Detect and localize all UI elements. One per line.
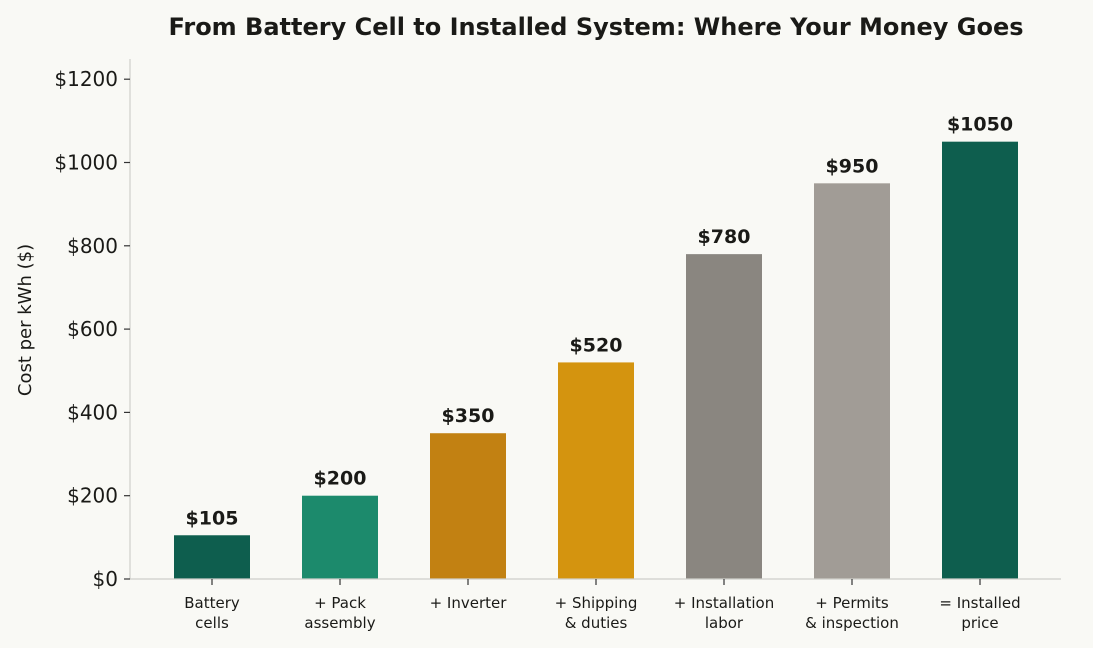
bar-value-label: $1050 (947, 114, 1013, 136)
chart-title: From Battery Cell to Installed System: W… (169, 13, 1024, 41)
bar-value-label: $105 (186, 507, 239, 529)
x-tick-label: = Installed price (939, 594, 1020, 632)
x-tick-label-line: & inspection (805, 614, 899, 632)
y-axis-label: Cost per kWh ($) (15, 244, 36, 396)
x-tick-label-line: labor (705, 614, 744, 632)
y-tick-label: $600 (67, 317, 118, 341)
x-tick-label: Battery cells (184, 594, 240, 632)
bars-layer: $105 $200 $350 $520 $780 $950 $1050 (174, 114, 1018, 580)
bar (558, 362, 634, 579)
y-tick-label: $400 (67, 400, 118, 424)
x-tick-label-line: cells (195, 614, 229, 632)
x-tick-label-line: & duties (565, 614, 628, 632)
y-tick-label: $1000 (54, 151, 118, 175)
bar-value-label: $950 (826, 155, 879, 177)
x-tick-label-line: = Installed (939, 594, 1020, 612)
x-tick-label-line: price (961, 614, 998, 632)
bar (814, 183, 890, 579)
y-tick-label: $0 (93, 567, 118, 591)
bar (302, 495, 378, 579)
bar-value-label: $200 (314, 468, 367, 490)
bar (686, 254, 762, 579)
y-tick-label: $200 (67, 484, 118, 508)
axes-layer: $0 $200 $400 $600 $800 $1000 $1200 Battery cells… (54, 59, 1061, 632)
x-tick-label-line: Battery (184, 594, 240, 612)
x-tick-label: + Installation labor (674, 594, 774, 632)
x-tick-label-line: + Shipping (555, 594, 638, 612)
x-tick-label-line: assembly (304, 614, 375, 632)
x-tick-label: + Permits & inspection (805, 594, 899, 632)
x-tick-label-line: + Inverter (430, 594, 508, 612)
bar (174, 535, 250, 579)
y-tick-label: $1200 (54, 67, 118, 91)
bar-value-label: $520 (570, 334, 623, 356)
bar-value-label: $350 (442, 405, 495, 427)
x-tick-label-line: + Installation (674, 594, 774, 612)
y-tick-label: $800 (67, 234, 118, 258)
bar-value-label: $780 (698, 226, 751, 248)
x-tick-label-line: + Pack (314, 594, 366, 612)
x-tick-label: + Pack assembly (304, 594, 375, 632)
x-tick-label: + Inverter (430, 594, 508, 612)
x-tick-label-line: + Permits (815, 594, 889, 612)
x-tick-label: + Shipping & duties (555, 594, 638, 632)
bar (430, 433, 506, 579)
bar (942, 141, 1018, 580)
